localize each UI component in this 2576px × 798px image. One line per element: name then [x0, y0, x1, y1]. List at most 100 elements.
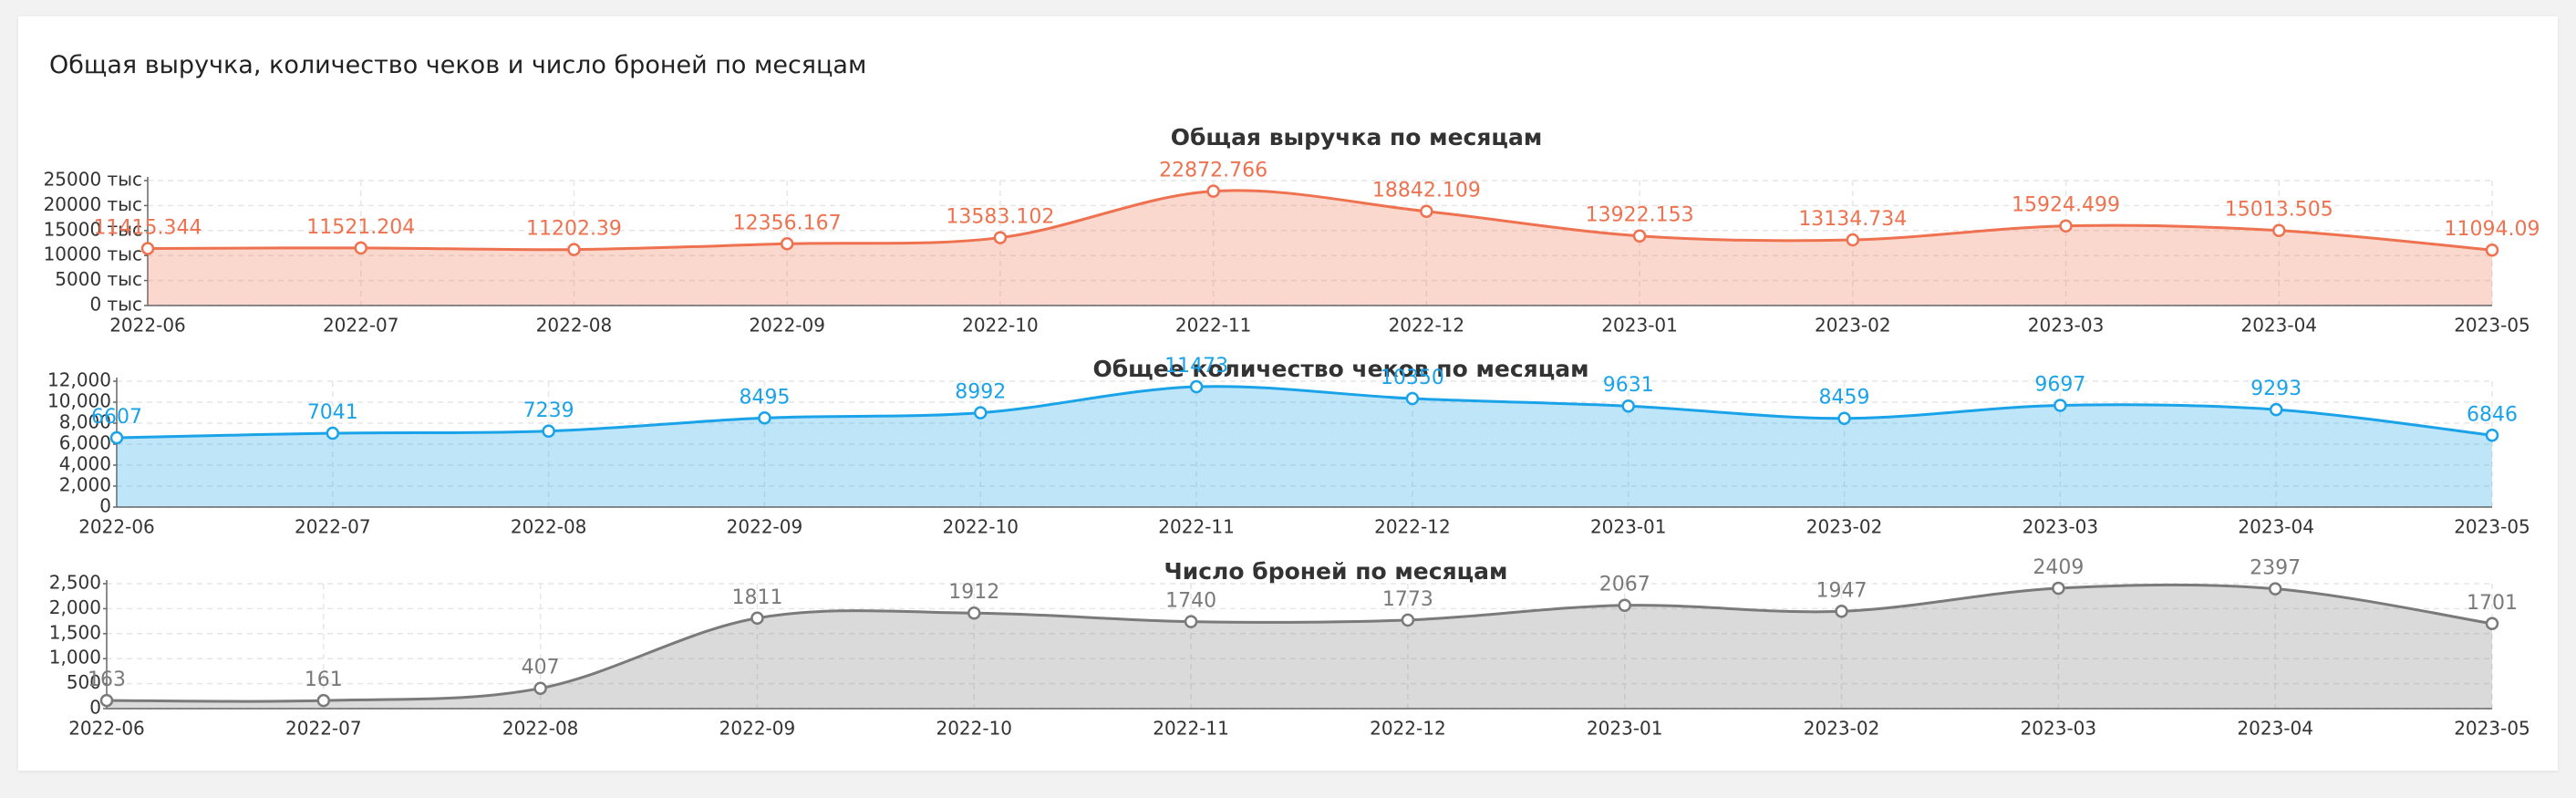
x-tick-label: 2022-07	[295, 516, 371, 538]
data-label: 15013.505	[2225, 199, 2333, 222]
data-label: 9631	[1603, 374, 1654, 397]
y-tick-label: 2,000	[59, 474, 111, 496]
point	[1189, 379, 1204, 394]
y-tick-label: 25000 тыс	[44, 169, 142, 191]
point	[326, 426, 340, 440]
y-tick-label: 4,000	[59, 453, 111, 475]
point	[1206, 184, 1220, 198]
data-label: 12356.167	[733, 212, 842, 234]
y-tick-label: 12,000	[47, 369, 111, 391]
data-label: 11094.09	[2445, 218, 2540, 241]
x-tick-label: 2022-06	[78, 516, 155, 538]
x-tick-label: 2023-02	[1815, 315, 1891, 337]
x-tick-label: 2022-08	[511, 516, 587, 538]
point	[967, 606, 981, 620]
x-tick-label: 2023-04	[2237, 718, 2313, 740]
x-tick-label: 2022-06	[68, 718, 145, 740]
data-label: 6846	[2467, 403, 2518, 426]
point	[1621, 399, 1635, 413]
y-tick-label: 1,500	[49, 621, 101, 643]
point	[533, 681, 547, 695]
x-tick-label: 2023-03	[2028, 315, 2105, 337]
point	[993, 231, 1008, 244]
data-label: 13922.153	[1586, 204, 1694, 227]
x-tick-label: 2023-03	[2023, 516, 2099, 538]
data-label: 2409	[2033, 556, 2084, 579]
point	[354, 241, 367, 255]
point	[2485, 429, 2499, 442]
x-tick-label: 2022-11	[1158, 516, 1235, 538]
y-tick-label: 10,000	[47, 390, 111, 412]
data-label: 8495	[739, 386, 790, 409]
data-label: 8992	[955, 381, 1006, 404]
data-label: 2397	[2250, 557, 2301, 580]
y-tick-label: 5000 тыс	[55, 268, 142, 290]
y-tick-label: 0 тыс	[89, 294, 142, 316]
point	[99, 693, 114, 708]
data-label: 6607	[91, 406, 142, 429]
data-label: 8459	[1819, 387, 1870, 409]
point	[974, 406, 988, 420]
point	[758, 411, 771, 425]
point	[1401, 613, 1415, 627]
data-label: 7041	[307, 401, 358, 424]
card-title: Общая выручка, количество чеков и число …	[49, 51, 867, 79]
y-tick-label: 15000 тыс	[44, 218, 142, 240]
point	[2485, 617, 2499, 631]
data-label: 15924.499	[2012, 194, 2120, 217]
point	[109, 430, 124, 445]
point	[780, 237, 794, 251]
chart-title: Число броней по месяцам	[1164, 558, 1508, 585]
chart-title: Общее количество чеков по месяцам	[1092, 356, 1588, 382]
y-tick-label: 10000 тыс	[44, 244, 142, 265]
y-tick-label: 0	[99, 495, 111, 517]
x-tick-label: 2022-10	[962, 315, 1039, 337]
x-tick-label: 2023-01	[1590, 516, 1667, 538]
data-label: 22872.766	[1159, 160, 1267, 182]
data-label: 7239	[523, 399, 574, 422]
x-tick-label: 2023-04	[2238, 516, 2314, 538]
x-tick-label: 2023-02	[1804, 718, 1880, 740]
x-tick-label: 2023-05	[2454, 718, 2530, 740]
point	[316, 693, 331, 708]
x-tick-label: 2022-08	[502, 718, 579, 740]
x-tick-label: 2022-07	[323, 315, 399, 337]
line	[106, 583, 2493, 703]
data-label: 11521.204	[306, 216, 415, 239]
x-tick-label: 2022-11	[1153, 718, 1229, 740]
x-tick-label: 2023-01	[1601, 315, 1678, 337]
y-tick-label: 2,000	[49, 596, 101, 618]
chart-title: Общая выручка по месяцам	[1171, 124, 1543, 150]
data-label: 13583.102	[946, 206, 1054, 229]
point	[1405, 391, 1420, 406]
line	[147, 189, 2493, 252]
data-label: 11202.39	[526, 218, 622, 241]
x-tick-label: 2023-04	[2240, 315, 2317, 337]
y-tick-label: 0	[89, 697, 101, 719]
point	[542, 424, 555, 439]
x-tick-label: 2022-07	[285, 718, 362, 740]
y-tick-label: 6,000	[59, 432, 111, 454]
x-tick-label: 2022-12	[1374, 516, 1451, 538]
data-label: 1947	[1816, 579, 1867, 602]
data-label: 11415.344	[94, 216, 202, 239]
data-label: 1701	[2467, 592, 2518, 615]
card: Общая выручка, количество чеков и число …	[18, 16, 2558, 771]
x-tick-label: 2022-12	[1389, 315, 1465, 337]
data-label: 1912	[948, 581, 999, 604]
point	[2485, 243, 2499, 257]
x-tick-label: 2022-10	[942, 516, 1019, 538]
line	[116, 385, 2493, 440]
point	[1618, 598, 1631, 612]
point	[2272, 223, 2286, 237]
y-tick-label: 500	[67, 671, 101, 693]
point	[1837, 411, 1851, 425]
y-tick-label: 1,000	[49, 647, 101, 668]
y-tick-label: 20000 тыс	[44, 193, 142, 215]
point	[1835, 605, 1848, 618]
data-label: 11473	[1164, 355, 1228, 378]
point	[2054, 399, 2067, 412]
charts: Общая выручка по месяцам 0 тыс 5000 тыс 100…	[44, 124, 2540, 740]
x-tick-label: 2023-03	[2021, 718, 2097, 740]
